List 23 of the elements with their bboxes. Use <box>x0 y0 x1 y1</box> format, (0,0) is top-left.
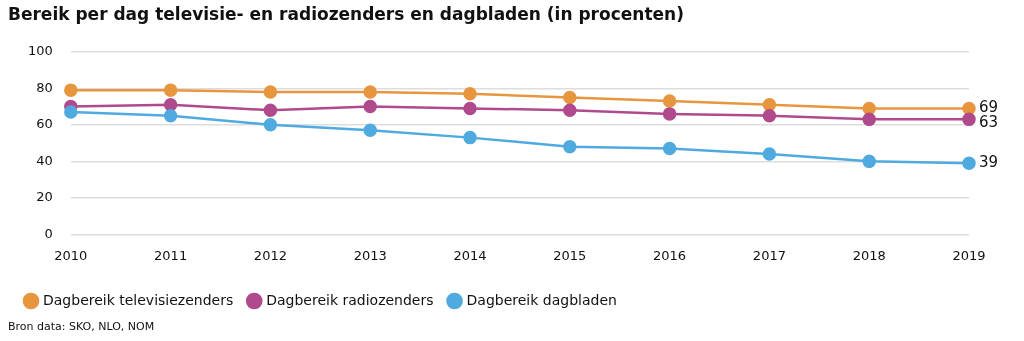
x-tick-label: 2016 <box>653 247 687 263</box>
data-label: 63 <box>979 113 999 132</box>
x-tick-label: 2017 <box>752 247 786 263</box>
y-tick-label: 20 <box>36 189 53 205</box>
y-tick-label: 0 <box>44 225 53 241</box>
text: Bron data: SKO, NLO, NOM <box>8 320 155 333</box>
x-tick-label: 2013 <box>353 247 387 263</box>
legend-label: Dagbereik televisiezenders <box>43 291 234 308</box>
x-tick-label: 2012 <box>253 247 287 263</box>
x-tick-label: 2011 <box>154 247 188 263</box>
y-tick-label: 40 <box>36 152 53 168</box>
legend-label: Dagbereik dagbladen <box>466 291 617 308</box>
y-tick-label: 80 <box>36 79 53 95</box>
y-tick-label: 60 <box>36 116 53 132</box>
legend-label: Dagbereik radiozenders <box>266 291 434 308</box>
x-tick-label: 2019 <box>952 247 986 263</box>
x-tick-label: 2015 <box>553 247 587 263</box>
x-tick-label: 2010 <box>54 247 88 263</box>
data-label: 39 <box>979 153 999 172</box>
x-tick-label: 2018 <box>852 247 886 263</box>
chart-title: Bereik per dag televisie- en radiozenders en dagbladen (in procenten) <box>8 4 684 24</box>
x-tick-label: 2014 <box>453 247 487 263</box>
y-tick-label: 100 <box>27 43 53 59</box>
